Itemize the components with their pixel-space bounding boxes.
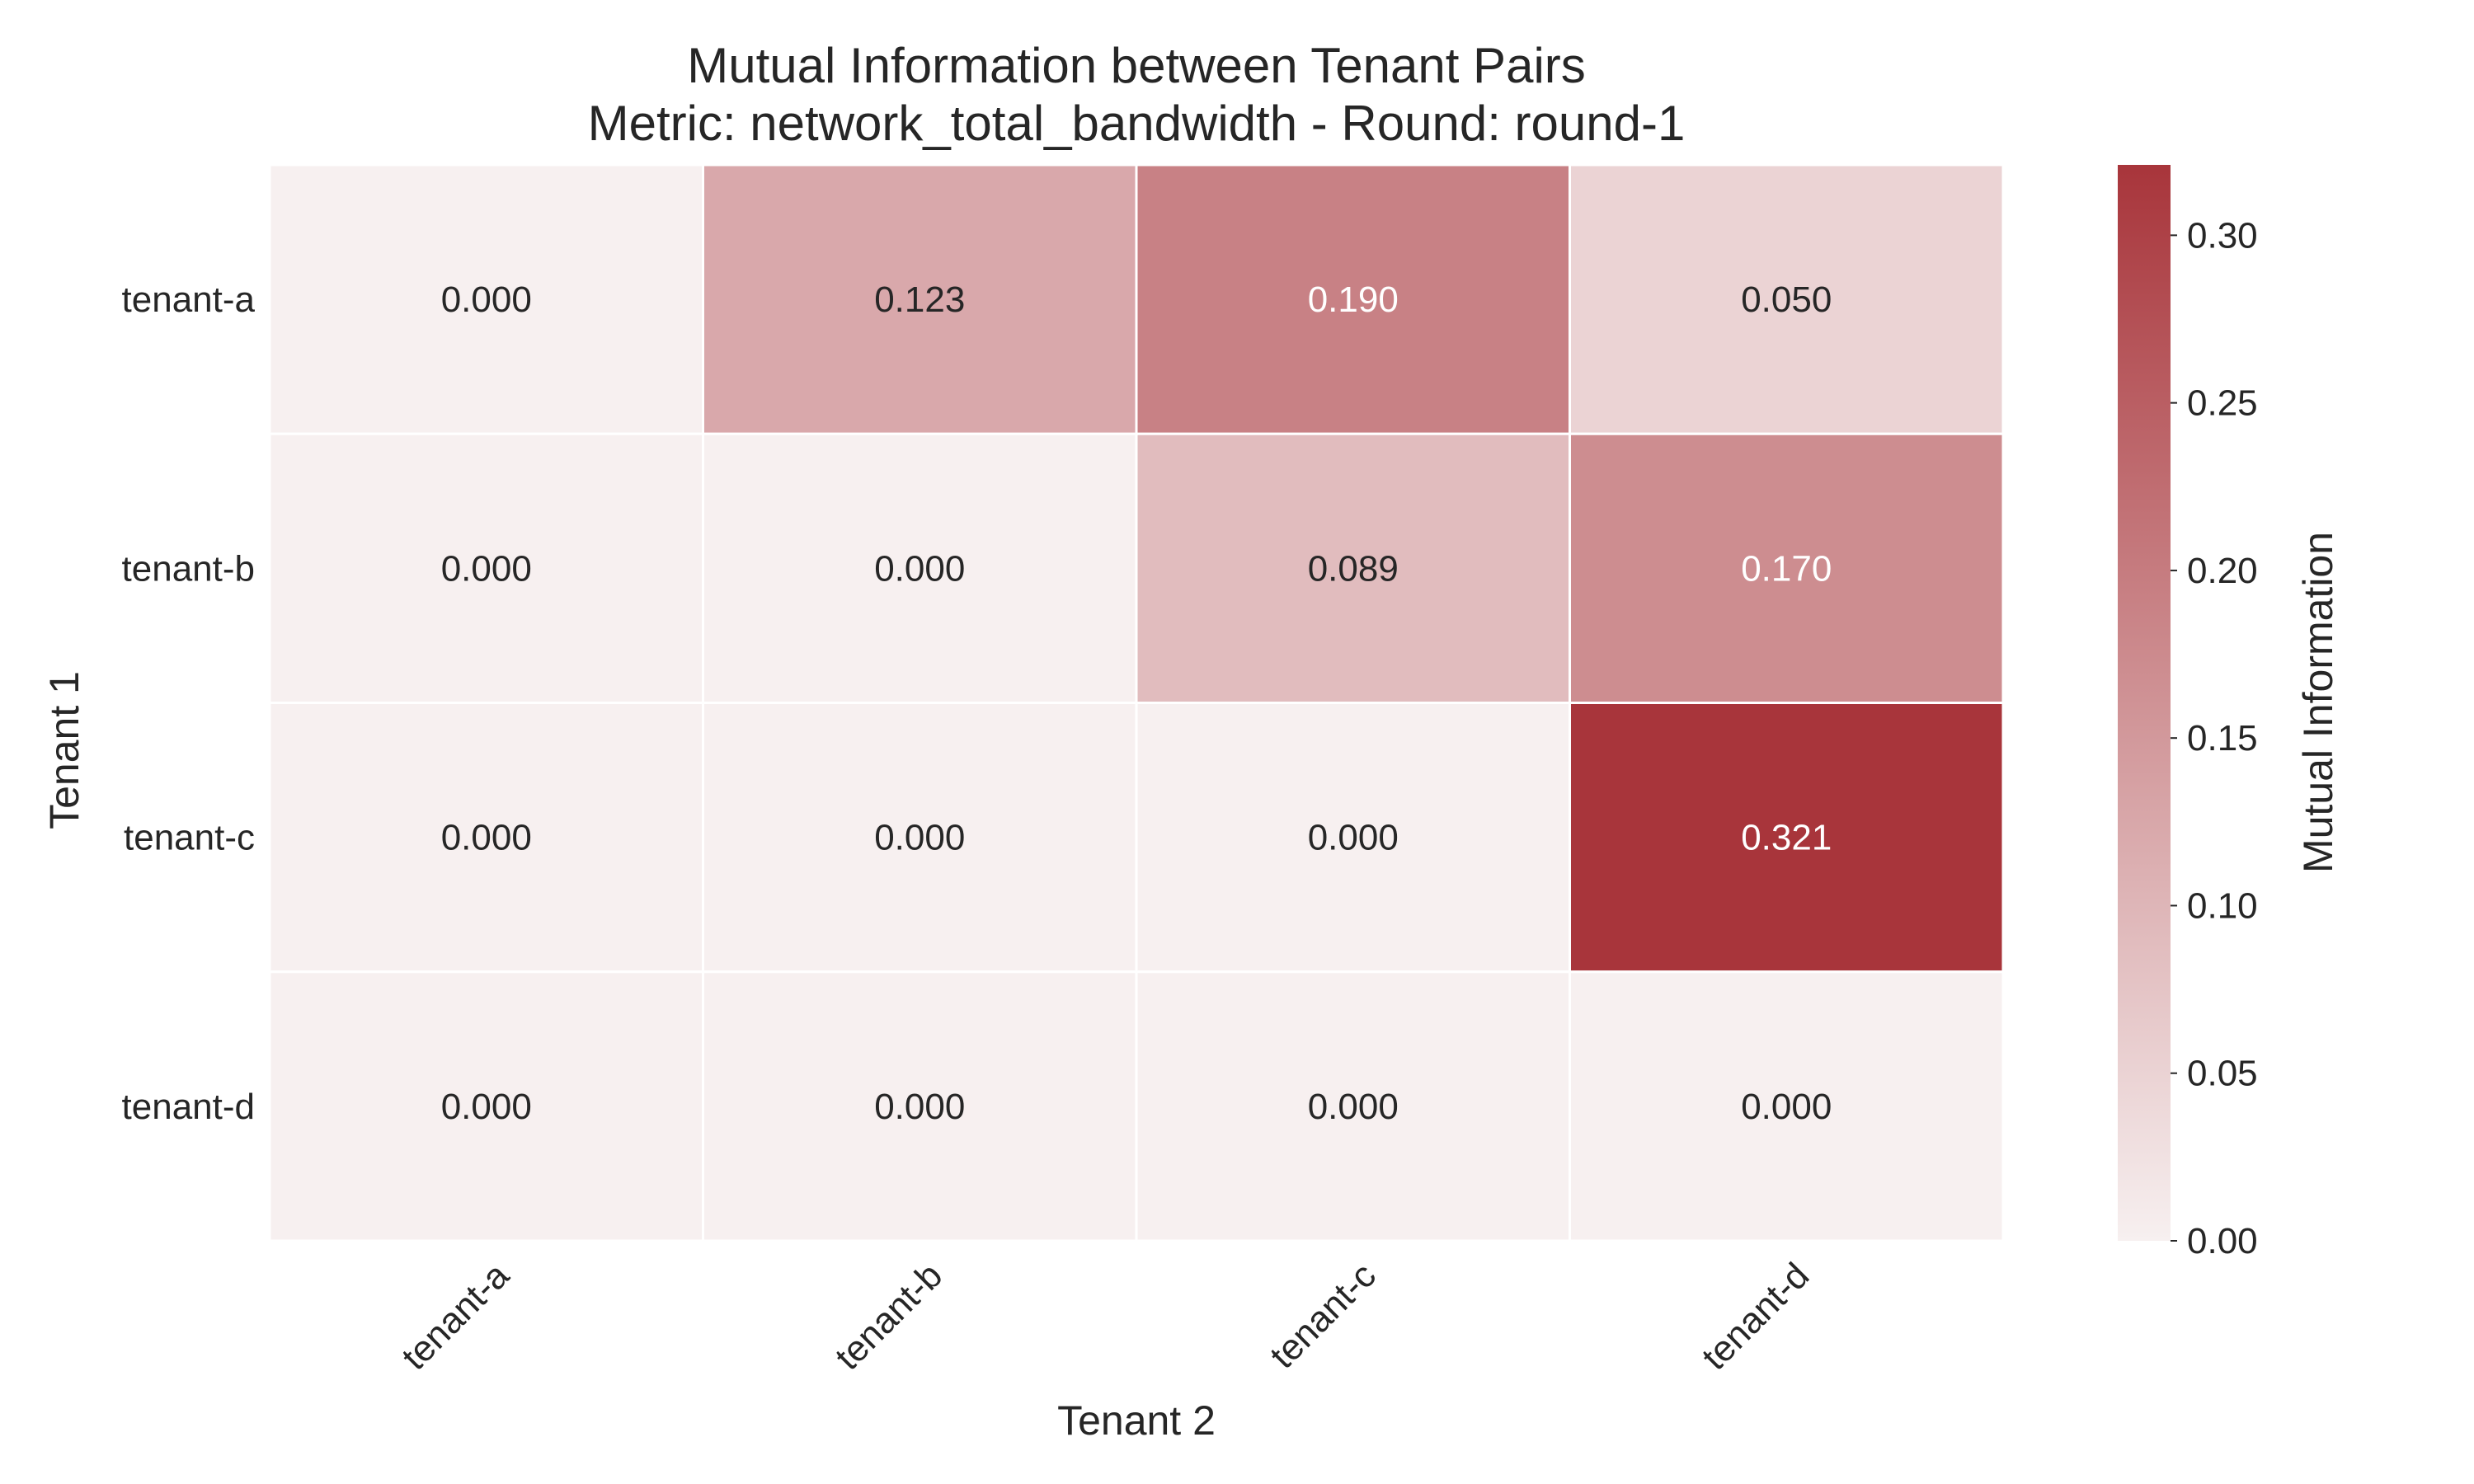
- heatmap-cell: [1569, 163, 2005, 435]
- cell-value-label: 0.000: [874, 548, 965, 589]
- y-tick-label: tenant-b: [122, 548, 255, 589]
- x-axis-label: Tenant 2: [1057, 1397, 1216, 1444]
- colorbar: [2118, 165, 2171, 1241]
- y-tick-label: tenant-d: [122, 1087, 255, 1127]
- colorbar-tick-label: 0.25: [2187, 383, 2258, 424]
- heatmap-cell: [702, 702, 1138, 974]
- chart-title: Mutual Information between Tenant Pairs: [687, 38, 1586, 93]
- heatmap-cells: [268, 163, 2005, 1242]
- colorbar-tick-label: 0.05: [2187, 1054, 2258, 1094]
- x-tick-label: tenant-a: [394, 1255, 517, 1378]
- colorbar-tick-label: 0.00: [2187, 1221, 2258, 1261]
- heatmap-cell: [268, 163, 704, 435]
- cell-value-label: 0.190: [1308, 279, 1399, 320]
- x-tick-label: tenant-d: [1694, 1255, 1817, 1378]
- heatmap-cell: [1135, 163, 1571, 435]
- colorbar-tick-label: 0.10: [2187, 885, 2258, 926]
- x-tick-label: tenant-c: [1263, 1255, 1384, 1376]
- x-tick-labels: tenant-a tenant-b tenant-c tenant-d: [394, 1255, 1817, 1378]
- cell-value-label: 0.000: [441, 1087, 532, 1127]
- colorbar-label: Mutual Information: [2295, 532, 2341, 873]
- cell-value-label: 0.000: [1308, 1087, 1399, 1127]
- heatmap-cell: [1569, 432, 2005, 704]
- cell-value-label: 0.000: [441, 279, 532, 320]
- y-tick-label: tenant-a: [122, 279, 256, 320]
- colorbar-tick-label: 0.15: [2187, 718, 2258, 758]
- heatmap-cell: [268, 970, 704, 1242]
- cell-value-label: 0.170: [1741, 548, 1832, 589]
- colorbar-tick-label: 0.30: [2187, 215, 2258, 256]
- cell-value-label: 0.123: [874, 279, 965, 320]
- cell-value-label: 0.000: [874, 1087, 965, 1127]
- cell-value-label: 0.000: [441, 818, 532, 858]
- heatmap-cell: [1569, 702, 2005, 974]
- heatmap-cell: [702, 163, 1138, 435]
- cell-value-label: 0.050: [1741, 279, 1832, 320]
- heatmap-cell: [702, 970, 1138, 1242]
- heatmap-cell-labels: 0.000 0.123 0.190 0.050 0.000 0.000 0.089 0.170…: [441, 279, 1832, 1127]
- cell-value-label: 0.000: [441, 548, 532, 589]
- cell-value-label: 0.089: [1308, 548, 1399, 589]
- y-tick-label: tenant-c: [124, 818, 255, 858]
- chart-subtitle: Metric: network_total_bandwidth - Round:…: [588, 96, 1686, 151]
- x-tick-label: tenant-b: [827, 1255, 950, 1378]
- heatmap-cell: [702, 432, 1138, 704]
- cell-value-label: 0.000: [1308, 818, 1399, 858]
- cell-value-label: 0.000: [1741, 1087, 1832, 1127]
- cell-value-label: 0.000: [874, 818, 965, 858]
- heatmap-cell: [268, 432, 704, 704]
- y-tick-labels: tenant-a tenant-b tenant-c tenant-d: [122, 279, 256, 1127]
- y-axis-label: Tenant 1: [41, 671, 87, 829]
- colorbar-tick-label: 0.20: [2187, 551, 2258, 591]
- colorbar-ticks: 0.00 0.05 0.10 0.15 0.20 0.25 0.30: [2171, 215, 2258, 1261]
- heatmap-cell: [1569, 970, 2005, 1242]
- heatmap-cell: [1135, 970, 1571, 1242]
- cell-value-label: 0.321: [1741, 818, 1832, 858]
